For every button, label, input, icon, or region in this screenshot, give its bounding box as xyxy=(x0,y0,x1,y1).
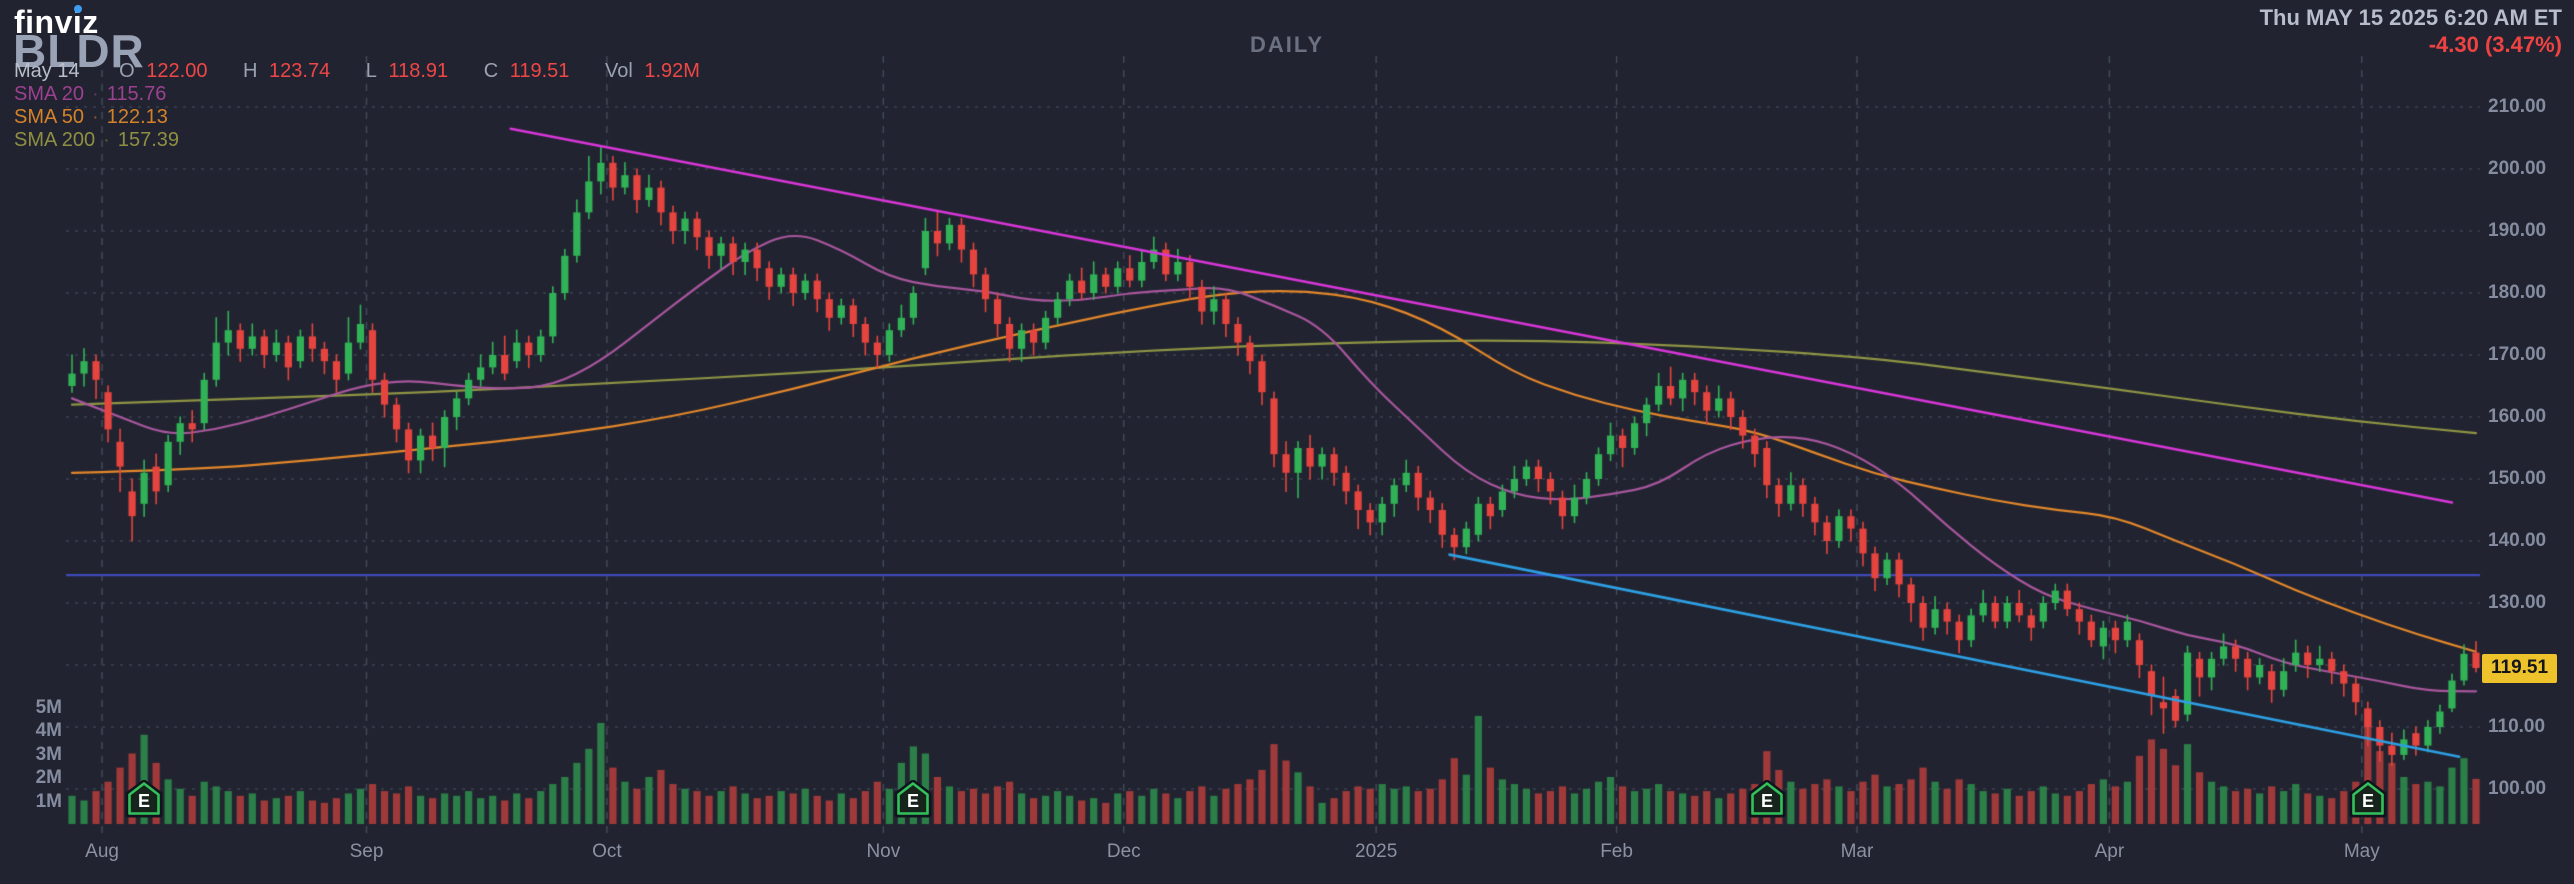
open-key: O xyxy=(119,60,135,82)
high-key: H xyxy=(243,60,258,82)
sma200-label: SMA 200 xyxy=(14,129,96,151)
volume-axis-tick: 5M xyxy=(35,696,62,718)
month-label: Feb xyxy=(1600,841,1633,862)
svg-text:E: E xyxy=(138,791,150,811)
month-label: Sep xyxy=(349,841,384,862)
svg-text:E: E xyxy=(907,791,919,811)
svg-text:E: E xyxy=(1761,791,1773,811)
month-label: Dec xyxy=(1106,841,1141,862)
finviz-logo[interactable]: finvi z xyxy=(14,4,99,41)
price-axis-tick: 170.00 xyxy=(2488,344,2547,365)
sma50-legend: SMA 50 · 122.13 xyxy=(14,106,168,129)
price-axis-tick: 200.00 xyxy=(2488,158,2547,179)
quote-row: May 14 O 122.00 H 123.74 L 118.91 C 119.… xyxy=(14,60,730,83)
volume-axis-tick: 1M xyxy=(35,790,62,812)
logo-text-right: z xyxy=(82,4,99,40)
low-key: L xyxy=(365,60,377,82)
sma200-separator: · xyxy=(103,129,110,151)
volume-axis-tick: 3M xyxy=(35,743,62,765)
price-axis-tick: 110.00 xyxy=(2488,716,2546,737)
vol-key: Vol xyxy=(604,60,633,82)
price-axis-tick: 150.00 xyxy=(2488,468,2547,489)
timeframe-label: DAILY xyxy=(1250,32,1324,57)
close-value: 119.51 xyxy=(509,60,570,82)
sma200-legend: SMA 200 · 157.39 xyxy=(14,129,179,152)
last-price-badge: 119.51 xyxy=(2482,654,2558,684)
sma20-legend: SMA 20 · 115.76 xyxy=(14,83,166,106)
datetime-label: Thu MAY 15 2025 6:20 AM ET xyxy=(2259,5,2562,30)
price-axis-tick: 190.00 xyxy=(2488,220,2547,241)
logo-blue-dot-icon xyxy=(73,5,82,13)
sma50-label: SMA 50 xyxy=(14,106,85,128)
sma50-value: 122.13 xyxy=(106,106,168,128)
month-label: 2025 xyxy=(1355,841,1398,862)
price-axis-tick: 100.00 xyxy=(2488,778,2547,799)
price-axis-tick: 140.00 xyxy=(2488,530,2547,551)
logo-i: i xyxy=(72,4,83,40)
earnings-icon[interactable]: E xyxy=(1748,780,1786,818)
vol-value: 1.92M xyxy=(644,60,700,82)
quote-date: May 14 xyxy=(14,60,80,82)
month-label: Aug xyxy=(85,841,119,862)
earnings-icon[interactable]: E xyxy=(2349,780,2387,818)
month-label: May xyxy=(2343,841,2380,862)
open-value: 122.00 xyxy=(146,60,208,82)
sma20-label: SMA 20 xyxy=(14,83,85,105)
svg-text:E: E xyxy=(2362,791,2374,811)
month-label: Apr xyxy=(2094,841,2125,862)
month-label: Nov xyxy=(866,841,901,862)
sma50-separator: · xyxy=(92,106,99,128)
high-value: 123.74 xyxy=(269,60,331,82)
month-label: Oct xyxy=(592,841,622,862)
low-value: 118.91 xyxy=(388,60,449,82)
price-change-label: -4.30 (3.47%) xyxy=(2428,32,2562,57)
price-axis-tick: 180.00 xyxy=(2488,282,2547,303)
volume-axis-tick: 2M xyxy=(35,767,62,788)
volume-axis-tick: 4M xyxy=(35,720,62,741)
earnings-icon[interactable]: E xyxy=(125,780,163,818)
ticker-symbol: BLDR xyxy=(13,25,145,77)
close-key: C xyxy=(483,60,499,82)
price-axis-tick: 130.00 xyxy=(2488,592,2547,613)
month-label: Mar xyxy=(1840,841,1874,862)
sma20-separator: · xyxy=(92,83,99,105)
logo-text-left: finv xyxy=(14,4,73,40)
sma20-value: 115.76 xyxy=(106,83,167,105)
sma200-value: 157.39 xyxy=(117,129,180,151)
price-axis-tick: 160.00 xyxy=(2488,406,2547,427)
earnings-icon[interactable]: E xyxy=(894,780,932,818)
price-axis-tick: 210.00 xyxy=(2488,96,2547,117)
